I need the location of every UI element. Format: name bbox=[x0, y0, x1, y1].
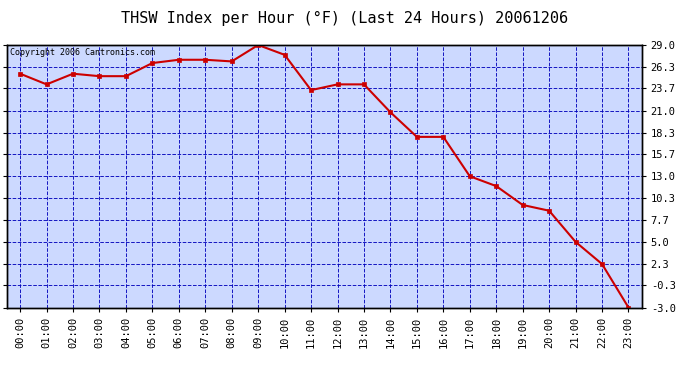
Text: Copyright 2006 Cantronics.com: Copyright 2006 Cantronics.com bbox=[10, 48, 155, 57]
Text: THSW Index per Hour (°F) (Last 24 Hours) 20061206: THSW Index per Hour (°F) (Last 24 Hours)… bbox=[121, 11, 569, 26]
